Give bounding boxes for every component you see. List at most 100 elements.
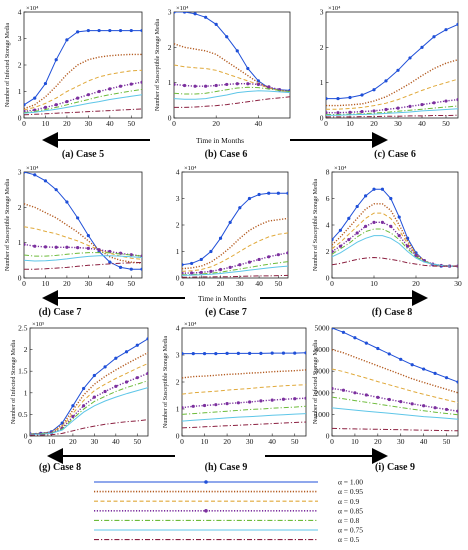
- series-4-point: [399, 400, 403, 404]
- series-4-point: [238, 263, 242, 267]
- series-1-point: [364, 194, 368, 198]
- series-1-point: [270, 351, 274, 355]
- series-1-point: [444, 376, 449, 380]
- series-1-point: [372, 187, 376, 191]
- series-4-point: [118, 84, 123, 88]
- series-1-point: [218, 236, 223, 240]
- series-line-2: [182, 369, 306, 379]
- series-line-7: [326, 114, 458, 118]
- series-4-point: [332, 386, 334, 391]
- series-line-5: [332, 396, 458, 416]
- chart-panel-3: 0 10 20 30 40 50 0 1 2 3 ×10⁴ (c) Case 6: [320, 5, 459, 160]
- legend-entry-2: α = 0.95: [94, 487, 363, 496]
- y-tick-label: 2: [18, 61, 22, 70]
- series-line-3: [182, 384, 306, 395]
- series-1-point: [108, 28, 112, 33]
- y-tick-label: 0: [168, 114, 172, 123]
- series-4-point: [326, 111, 328, 115]
- series-1-point: [193, 12, 197, 16]
- panel-caption: (b) Case 6: [205, 149, 248, 160]
- panel-caption: (a) Case 5: [62, 149, 104, 160]
- series-1-point: [410, 363, 414, 367]
- x-tick-label: 10: [351, 437, 359, 446]
- series-4-point: [293, 397, 297, 401]
- series-4-point: [341, 388, 346, 392]
- y-tick-label: 3: [176, 351, 180, 360]
- series-1-point: [146, 337, 148, 341]
- series-4-point: [86, 246, 90, 250]
- series-4-point: [108, 87, 112, 91]
- panel-caption: (e) Case 7: [205, 307, 247, 318]
- time-arrow-row-2: Time in Months: [42, 290, 428, 306]
- series-line-6: [326, 108, 458, 116]
- series-4-point: [92, 395, 96, 399]
- series-4-point: [332, 249, 334, 254]
- x-tick-label: 20: [370, 119, 378, 128]
- y-tick-label: 1000: [315, 410, 330, 419]
- y-tick-label: 0: [320, 114, 324, 123]
- x-tick-label: 50: [442, 119, 450, 128]
- series-1-point: [384, 79, 388, 83]
- y-tick-label: 3: [168, 8, 172, 17]
- y-axis-title: Number of Susceptible Storage Media: [154, 19, 161, 111]
- series-1-point: [190, 261, 194, 266]
- series-line-3: [24, 226, 142, 260]
- y-tick-label: 1: [176, 247, 180, 256]
- x-tick-label: 20: [63, 279, 71, 288]
- series-4-point: [286, 251, 288, 255]
- series-4-point: [140, 254, 142, 258]
- series-4-point: [256, 82, 260, 87]
- x-tick-label: 0: [180, 437, 184, 446]
- series-4-point: [191, 404, 195, 408]
- series-4-point: [103, 389, 107, 394]
- y-tick-label: 6: [326, 194, 330, 203]
- series-line-5: [326, 105, 458, 115]
- legend-label: α = 0.8: [338, 516, 360, 525]
- series-1-point: [341, 330, 346, 334]
- plot-area: [181, 327, 307, 437]
- series-4-point: [182, 406, 184, 410]
- series-4-point: [456, 409, 458, 413]
- series-4-point: [420, 102, 424, 107]
- series-1-point: [236, 351, 240, 355]
- x-tick-label: 0: [330, 437, 334, 446]
- y-tick-label: 2: [24, 345, 28, 354]
- series-4-point: [355, 231, 359, 235]
- series-1-point: [202, 352, 207, 356]
- series-1-point: [129, 267, 133, 271]
- series-1-point: [118, 265, 123, 269]
- series-1-point: [235, 49, 239, 53]
- plot-area: [23, 171, 143, 279]
- y-tick-label: 0: [18, 274, 22, 283]
- series-1-point: [456, 380, 458, 384]
- series-line-3: [326, 78, 458, 110]
- series-1-point: [286, 191, 288, 195]
- y-exponent-label: ×10⁴: [184, 165, 197, 172]
- series-1-point: [65, 38, 69, 42]
- series-4-point: [209, 269, 213, 273]
- series-4-point: [348, 110, 352, 114]
- series-1-point: [399, 357, 403, 361]
- series-1-point: [376, 346, 380, 351]
- series-4-point: [246, 82, 250, 86]
- series-4-point: [397, 234, 401, 238]
- series-4-point: [267, 85, 271, 89]
- x-tick-label: 40: [106, 279, 114, 288]
- plot-area: [23, 11, 143, 119]
- series-4-point: [76, 246, 80, 250]
- series-1-point: [225, 351, 229, 355]
- time-arrow-row-1: Time in Months: [42, 132, 388, 148]
- chart-panel-6: 0 10 20 30 0 2 4 6 8 ×10⁴ Number of Susceptible St…: [312, 165, 462, 318]
- series-4-point: [129, 82, 133, 86]
- plot-area: [181, 171, 289, 279]
- x-tick-label: 50: [128, 279, 136, 288]
- series-line-3: [332, 368, 458, 403]
- y-axis-title: Number of Infected Storage Media: [312, 340, 319, 424]
- series-4-point: [267, 255, 271, 259]
- x-tick-label: 30: [85, 279, 93, 288]
- series-4-point: [347, 237, 351, 242]
- y-tick-label: 2: [168, 43, 172, 52]
- series-4-point: [353, 391, 357, 395]
